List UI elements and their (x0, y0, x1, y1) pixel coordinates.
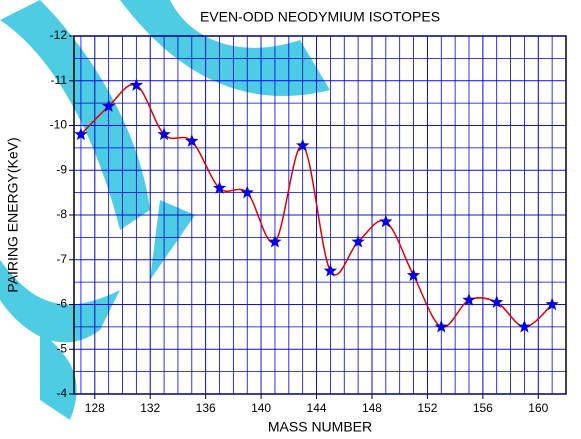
y-tick-label: -6 (56, 297, 67, 311)
y-tick-label: -4 (56, 386, 67, 400)
y-tick-label: -5 (56, 341, 67, 355)
x-tick-label: 156 (473, 401, 493, 415)
y-tick-label: -9 (56, 162, 67, 176)
chart-title: EVEN-ODD NEODYMIUM ISOTOPES (200, 9, 440, 25)
y-axis-label: PAIRING ENERGY(KeV) (5, 137, 21, 292)
y-tick-label: -11 (51, 73, 68, 87)
x-tick-label: 152 (417, 401, 437, 415)
x-tick-label: 144 (307, 401, 327, 415)
x-tick-label: 128 (85, 401, 105, 415)
page: {"chart_data": {"type": "line", "title":… (0, 0, 581, 439)
x-tick-label: 132 (140, 401, 160, 415)
watermark (0, 0, 330, 420)
x-axis-label: MASS NUMBER (268, 419, 372, 435)
x-tick-label: 148 (362, 401, 382, 415)
x-tick-label: 136 (196, 401, 216, 415)
x-tick-label: 140 (251, 401, 271, 415)
y-tick-label: -10 (50, 118, 68, 132)
y-tick-label: -12 (50, 28, 68, 42)
y-tick-label: -7 (56, 252, 67, 266)
chart: EVEN-ODD NEODYMIUM ISOTOPES MASS NUMBER … (0, 0, 581, 439)
x-tick-label: 160 (528, 401, 548, 415)
y-tick-label: -8 (56, 207, 67, 221)
